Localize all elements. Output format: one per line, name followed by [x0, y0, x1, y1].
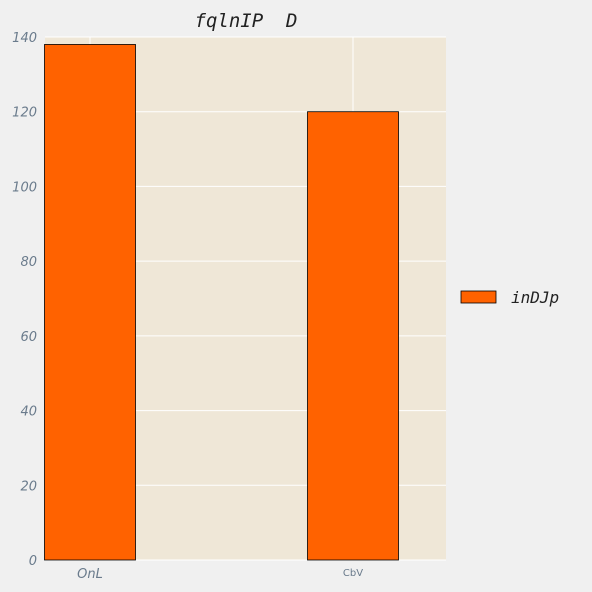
chart-title: fqlnIP D	[195, 10, 298, 32]
x-axis-ticks: OnL CbV	[77, 567, 363, 582]
legend-swatch	[460, 290, 497, 304]
bar-cbv	[307, 111, 399, 561]
y-tick-label: 20	[20, 479, 37, 494]
y-tick-label: 40	[20, 405, 37, 420]
y-tick-label: 140	[12, 31, 37, 46]
bars	[44, 44, 399, 561]
y-axis-ticks: 0 20 40 60 80 100 120 140	[12, 31, 37, 569]
y-tick-label: 100	[12, 180, 37, 195]
y-tick-label: 80	[20, 255, 37, 270]
x-tick-label-cbv: CbV	[343, 568, 363, 579]
legend-label: inDJp	[511, 288, 559, 307]
x-tick-label-onl: OnL	[77, 567, 103, 582]
y-tick-label: 120	[12, 106, 37, 121]
legend: inDJp	[460, 288, 559, 307]
bar-onl	[44, 44, 136, 561]
y-tick-label: 0	[29, 554, 37, 569]
y-tick-label: 60	[20, 330, 37, 345]
